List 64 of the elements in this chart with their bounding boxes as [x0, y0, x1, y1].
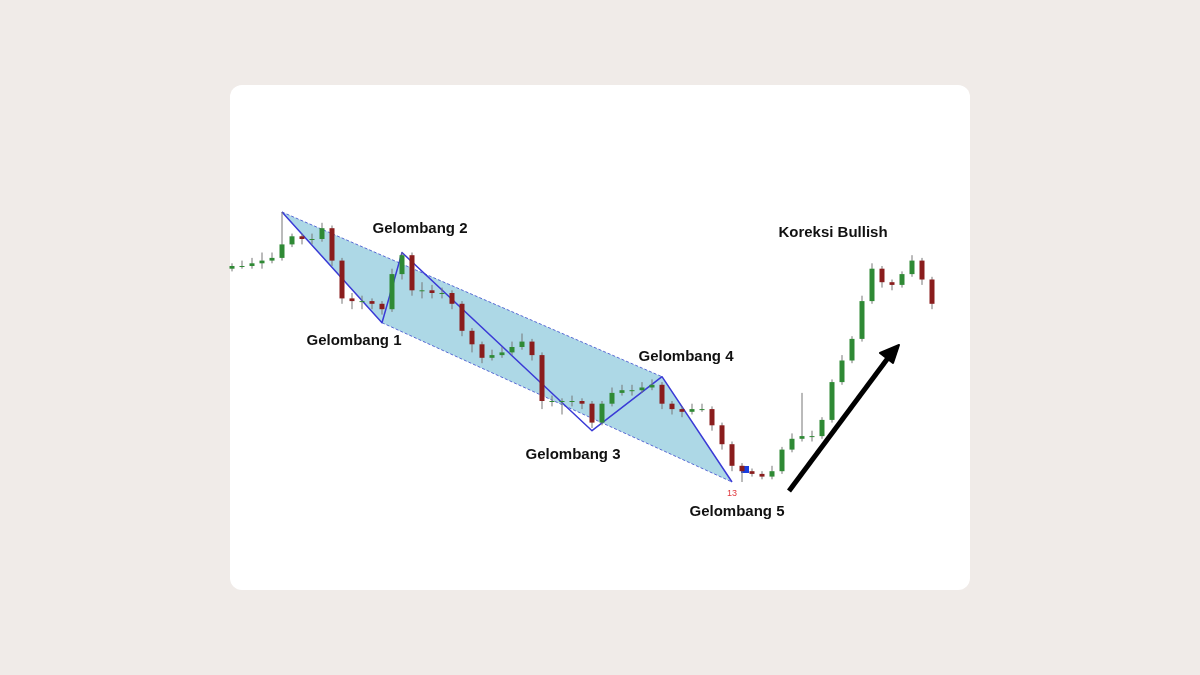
candlestick [879, 265, 885, 289]
candlestick [349, 292, 355, 310]
annotation: Koreksi Bullish [778, 223, 888, 240]
candlestick [819, 416, 825, 440]
candlestick [759, 470, 765, 480]
candlestick [479, 341, 485, 364]
text: Gelombang 5 [689, 502, 785, 519]
candlestick [589, 400, 595, 429]
candlestick [789, 432, 795, 453]
candlestick [729, 441, 735, 472]
candlestick [679, 405, 685, 418]
candlestick [569, 395, 575, 407]
candlestick [739, 462, 745, 483]
candlestick [359, 295, 365, 310]
candlestick [529, 338, 535, 361]
annotation: Gelombang 2 [372, 218, 468, 236]
candlestick [439, 287, 445, 299]
candlestick [769, 465, 775, 480]
candlestick [849, 335, 855, 364]
candlestick [839, 354, 845, 386]
candlestick [399, 252, 405, 280]
candlestick [549, 395, 555, 407]
candlestick [659, 381, 665, 410]
candlestick [909, 254, 915, 278]
candlestick [649, 378, 655, 391]
candlestick [229, 262, 235, 272]
candlestick [579, 397, 585, 410]
candlestick [509, 341, 515, 356]
candlestick [449, 289, 455, 310]
candlestick [299, 233, 305, 245]
candlestick [279, 211, 285, 262]
annotation: Gelombang 4 [638, 346, 735, 364]
candlestick [749, 468, 755, 478]
candlestick [779, 446, 785, 475]
candlestick [499, 346, 505, 359]
candlestick [489, 349, 495, 361]
candlestick [799, 392, 805, 442]
candlestick [249, 257, 255, 270]
annotation: Gelombang 3 [525, 444, 621, 462]
candlestick [369, 297, 375, 310]
candlestick [319, 222, 325, 243]
annotation: Gelombang 1 [306, 330, 402, 348]
candlestick [709, 405, 715, 432]
candlestick [609, 387, 615, 407]
candlestick [379, 300, 385, 316]
candlestick [309, 233, 315, 245]
candlestick [429, 284, 435, 299]
candlestick [419, 281, 425, 299]
candlestick [269, 252, 275, 264]
text: 13 [726, 488, 738, 498]
candlestick [519, 333, 525, 351]
candlestick [629, 384, 635, 397]
candlestick [669, 400, 675, 415]
candlestick [889, 279, 895, 291]
candlestick [239, 260, 245, 270]
candlestick [559, 397, 565, 415]
candlestick [699, 403, 705, 413]
candlestick [599, 400, 605, 426]
candlestick [469, 327, 475, 353]
candlestick [689, 403, 695, 415]
candlestick [619, 384, 625, 397]
candlestick [919, 257, 925, 286]
candlestick [719, 422, 725, 451]
candlestick [809, 430, 815, 442]
